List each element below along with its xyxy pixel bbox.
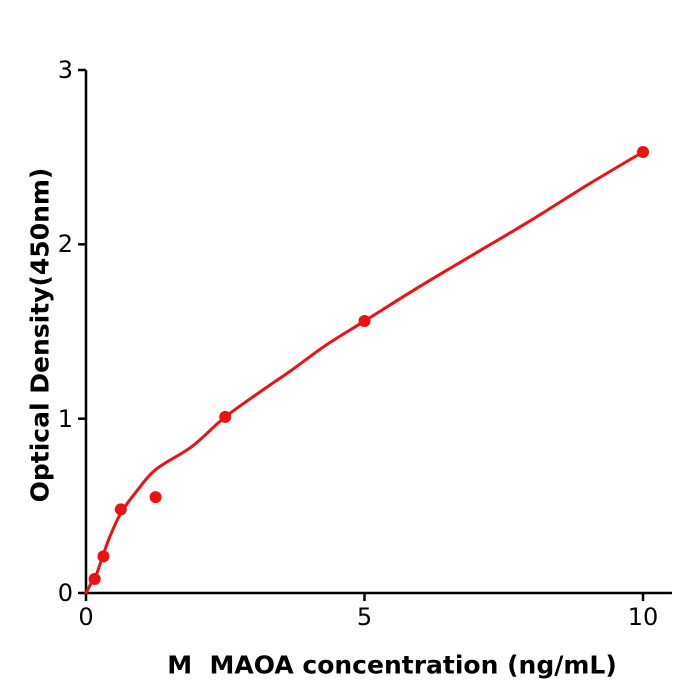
data-point (149, 491, 162, 504)
y-tick-label: 1 (57, 404, 73, 433)
x-tick-label: 5 (356, 603, 373, 631)
data-point (219, 410, 232, 423)
data-point (114, 503, 127, 516)
fit-curve (84, 150, 645, 595)
y-tick-label: 2 (57, 230, 73, 259)
y-tick-label: 3 (57, 56, 73, 84)
data-point (358, 315, 371, 328)
y-tick-label: 0 (57, 579, 73, 607)
y-axis-title: Optical Density(450nm) (25, 167, 55, 503)
data-point (97, 550, 110, 563)
x-tick-label: 0 (78, 603, 94, 631)
x-tick-label: 10 (627, 603, 659, 631)
x-axis-title: M MAOA concentration (ng/mL) (167, 650, 617, 680)
data-point (637, 145, 649, 158)
data-point (88, 573, 101, 586)
